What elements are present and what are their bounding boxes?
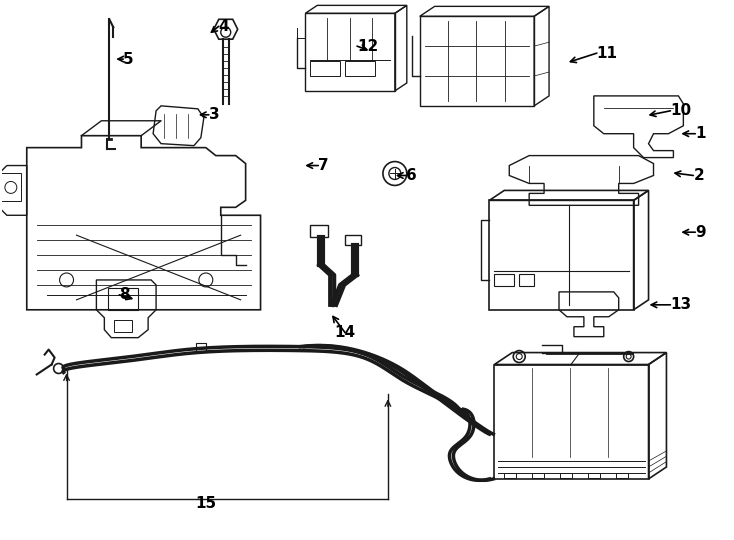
Text: 3: 3 [208,107,219,122]
Text: 1: 1 [695,126,706,141]
Text: 5: 5 [123,52,134,66]
Bar [504,473,516,478]
Text: 12: 12 [357,39,378,53]
Text: 7: 7 [319,158,329,173]
Bar [196,342,206,350]
Text: 10: 10 [670,103,691,118]
Bar [310,225,328,237]
Bar [519,274,534,286]
Text: 8: 8 [120,287,130,302]
Bar [345,235,361,245]
Bar [532,473,544,478]
Bar [588,473,600,478]
Text: 14: 14 [335,325,356,340]
Bar [345,62,375,76]
Text: 15: 15 [195,496,217,511]
Bar [1,173,21,201]
Bar [494,274,515,286]
Bar [109,288,138,310]
Text: 4: 4 [219,19,230,34]
Text: 9: 9 [695,225,706,240]
Bar [616,473,628,478]
Bar [560,473,572,478]
Bar [115,320,132,332]
Text: 11: 11 [597,45,618,60]
Bar [310,62,340,76]
Text: 6: 6 [406,168,417,183]
Text: 2: 2 [694,168,704,183]
Text: 13: 13 [670,298,691,312]
